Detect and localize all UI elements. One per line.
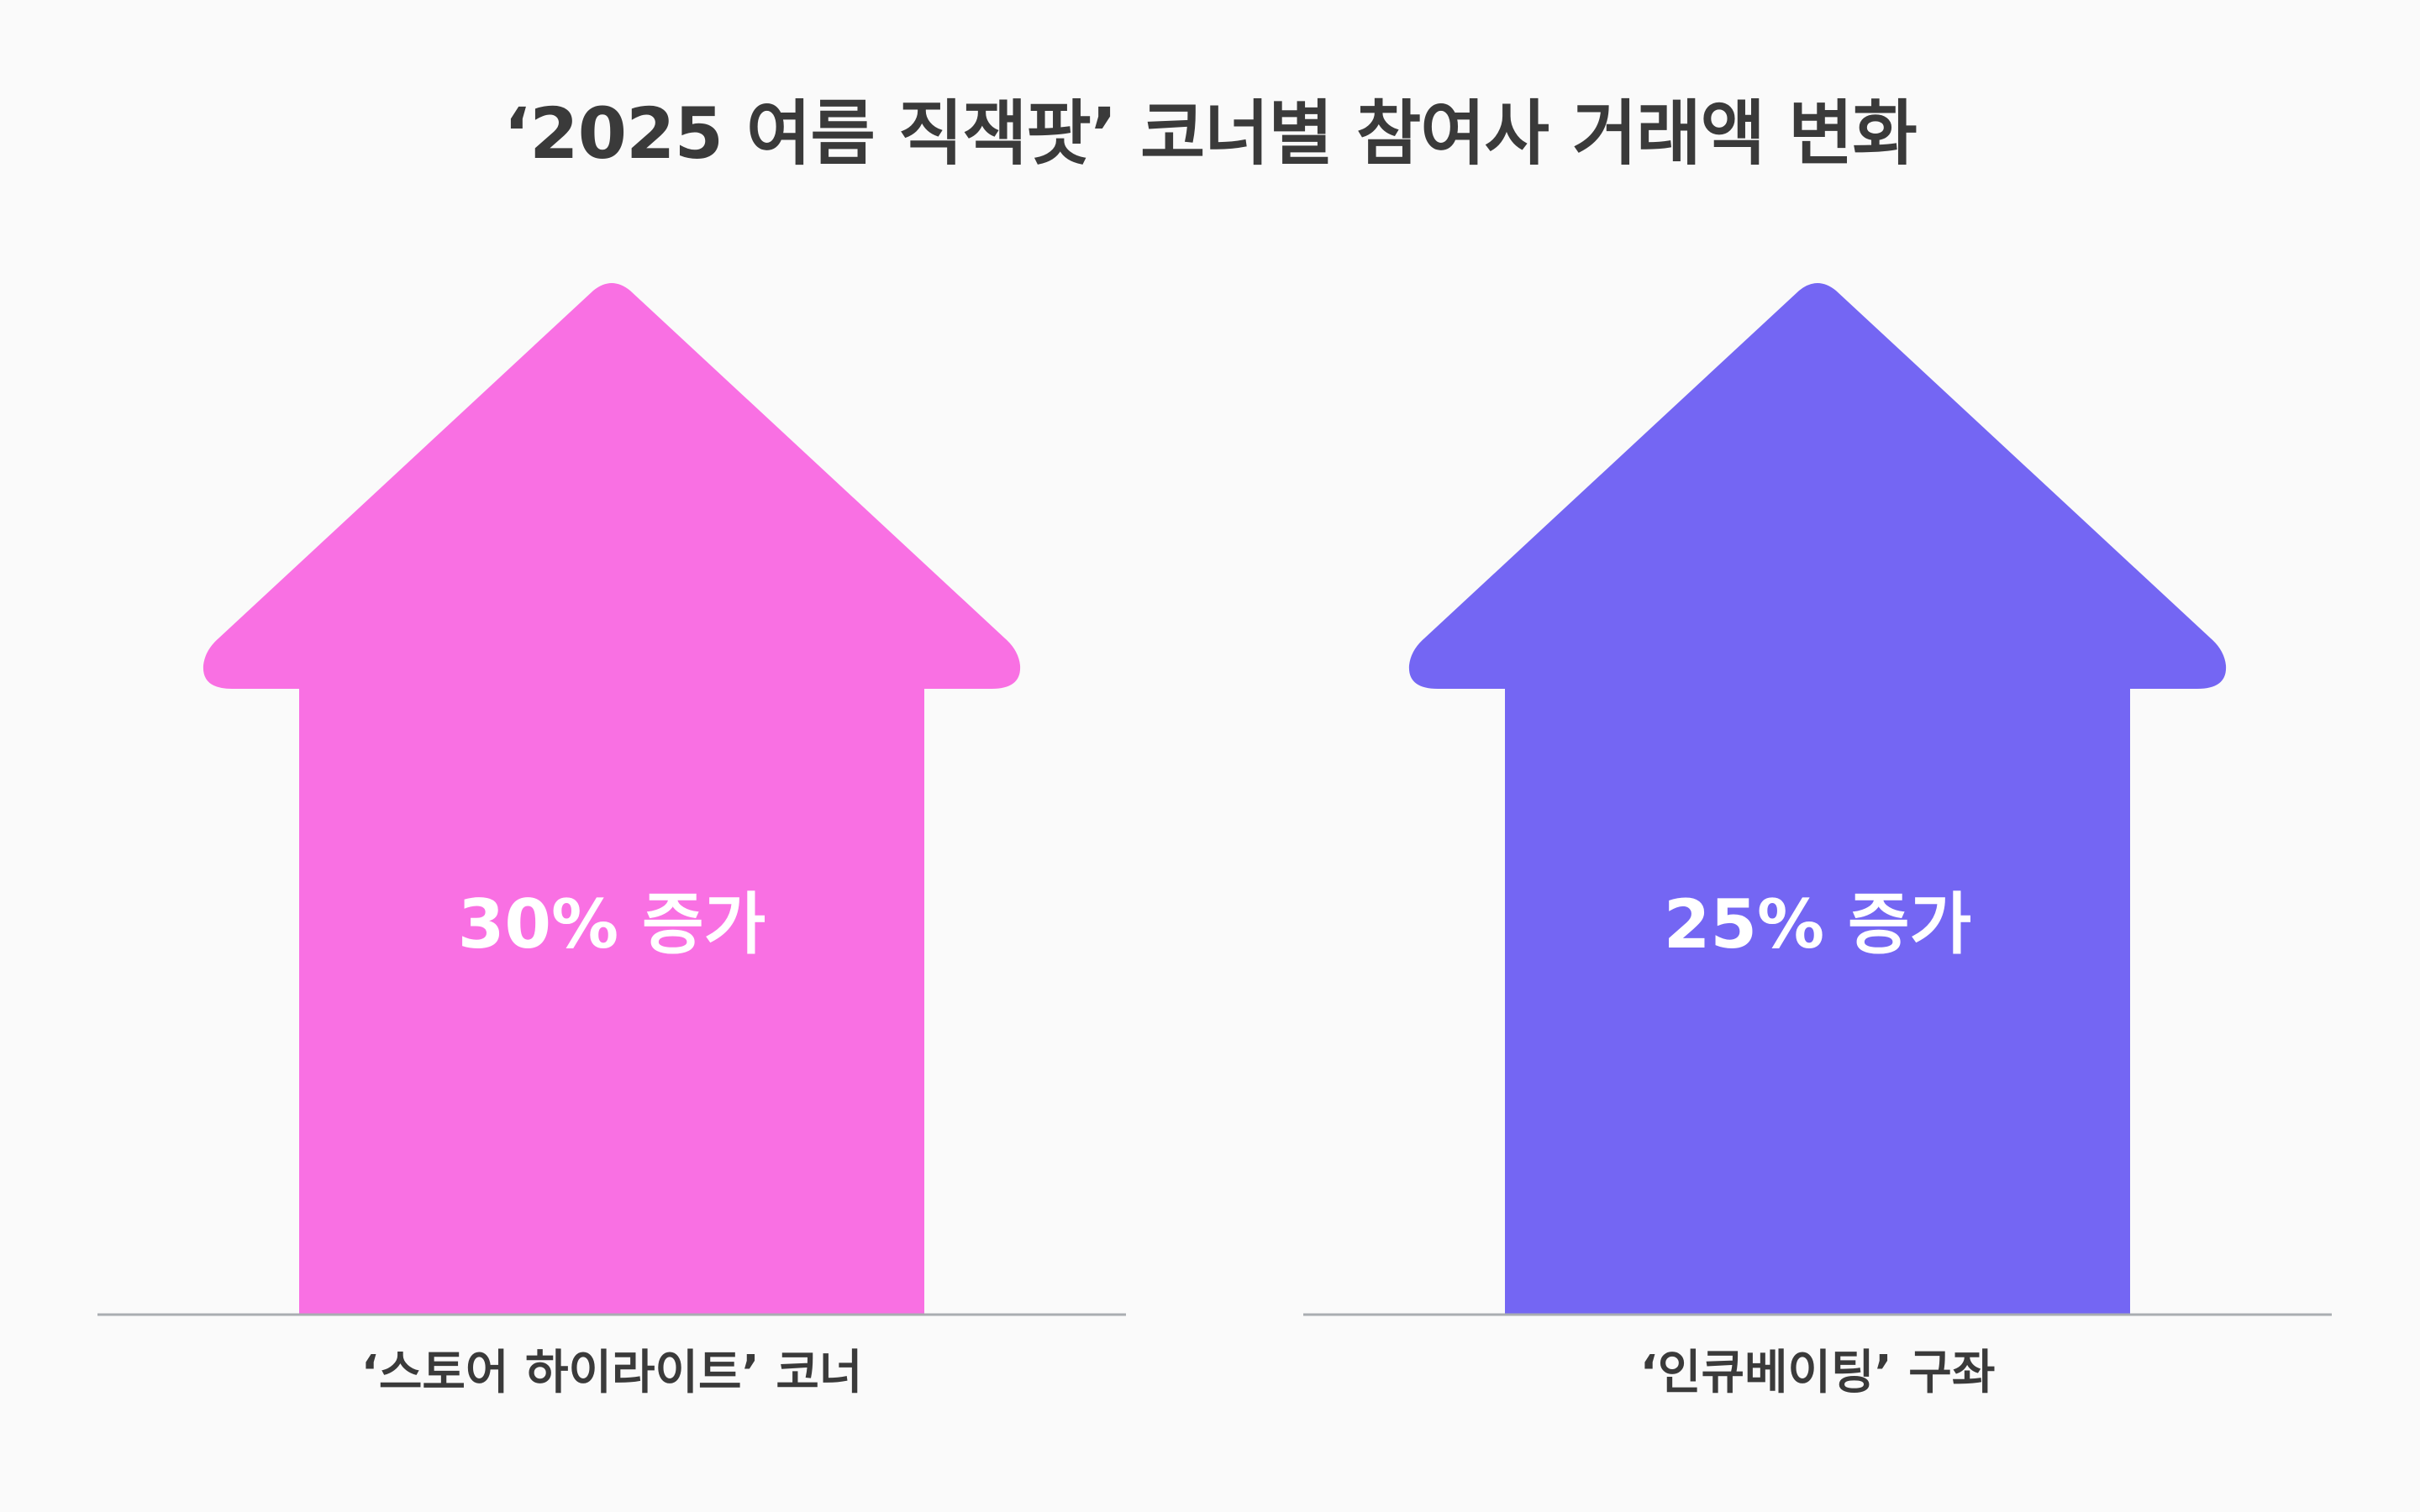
category-labels: ‘스토어 하이라이트’ 코너 ‘인큐베이팅’ 구좌	[361, 1346, 1996, 1400]
arrow-bar	[1408, 283, 2227, 1315]
category-label: ‘인큐베이팅’ 구좌	[1640, 1346, 1996, 1400]
value-label: 25% 증가	[1664, 885, 1972, 963]
category-label: ‘스토어 하이라이트’ 코너	[361, 1346, 863, 1400]
arrow-bar	[203, 283, 1021, 1315]
chart-title: ‘2025 여름 직잭팟’ 코너별 참여사 거래액 변화	[503, 92, 1918, 175]
value-labels: 30% 증가 25% 증가	[458, 885, 1972, 963]
value-label: 30% 증가	[458, 885, 766, 963]
arrow-bars	[203, 283, 2227, 1315]
